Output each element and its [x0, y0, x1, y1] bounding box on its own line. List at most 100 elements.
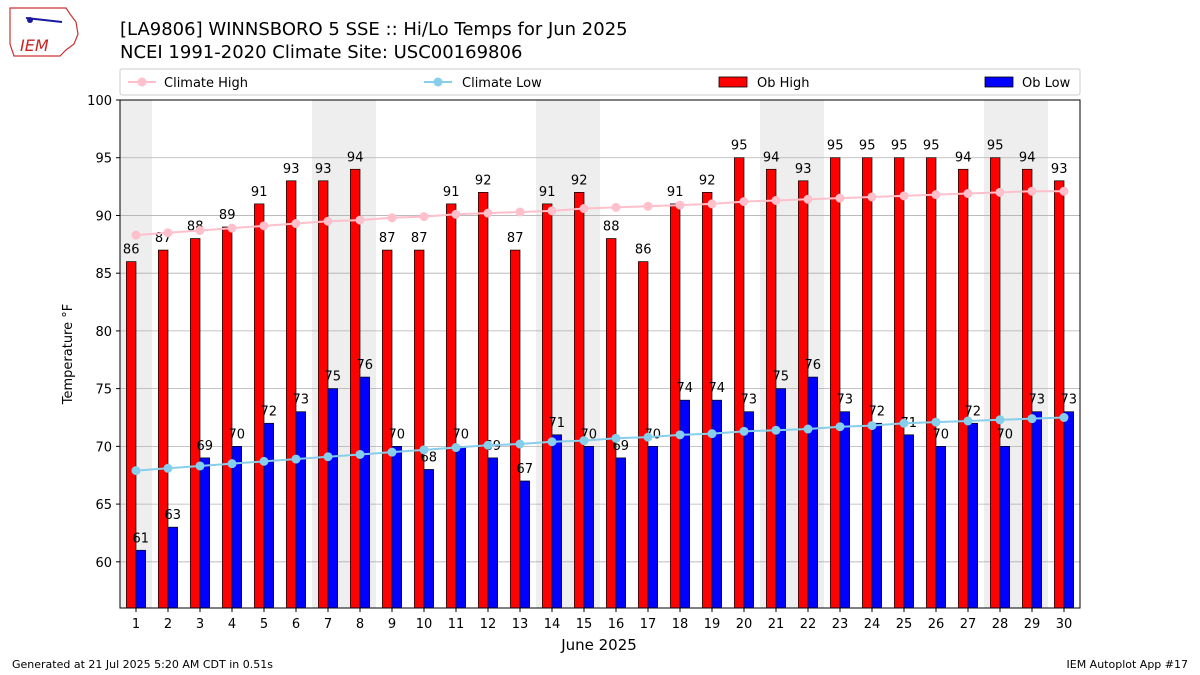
- point-climate-low: [515, 439, 525, 449]
- point-climate-low: [611, 433, 621, 443]
- bar-ob-high: [414, 249, 425, 609]
- point-climate-high: [419, 212, 429, 222]
- point-climate-high: [195, 225, 205, 235]
- x-tick-label: 9: [388, 617, 396, 632]
- point-climate-high: [451, 209, 461, 219]
- data-label-ob-high: 95: [827, 139, 844, 154]
- bar-ob-high: [702, 192, 713, 609]
- x-tick-label: 13: [512, 617, 529, 632]
- legend-climate-low: Climate Low: [424, 76, 542, 91]
- plot-area: 6065707580859095100866118763288693897049…: [87, 94, 1081, 632]
- x-tick-label: 11: [448, 617, 465, 632]
- data-label-ob-low: 72: [965, 404, 982, 419]
- iem-logo: IEM: [9, 7, 79, 57]
- point-climate-low: [451, 443, 461, 453]
- data-label-ob-high: 95: [923, 139, 940, 154]
- bar-ob-low: [551, 434, 562, 609]
- legend-label-ob-high: Ob High: [757, 76, 810, 91]
- point-climate-low: [995, 415, 1005, 425]
- point-climate-high: [611, 202, 621, 212]
- point-climate-high: [899, 191, 909, 201]
- x-tick-label: 19: [704, 617, 721, 632]
- point-climate-low: [835, 422, 845, 432]
- y-tick-label: 75: [95, 383, 112, 398]
- data-label-ob-high: 93: [283, 162, 300, 177]
- point-climate-low: [867, 421, 877, 431]
- point-climate-low: [803, 424, 813, 434]
- bar-ob-low: [743, 411, 754, 609]
- point-climate-high: [227, 223, 237, 233]
- point-climate-high: [1027, 186, 1037, 196]
- point-climate-high: [547, 206, 557, 216]
- point-climate-high: [963, 189, 973, 199]
- point-climate-high: [995, 187, 1005, 197]
- data-label-ob-high: 86: [635, 243, 652, 258]
- x-tick-label: 14: [544, 617, 561, 632]
- point-climate-low: [419, 445, 429, 455]
- x-tick-label: 29: [1024, 617, 1041, 632]
- y-tick-label: 80: [95, 325, 112, 340]
- x-tick-label: 15: [576, 617, 593, 632]
- legend-ob-low: Ob Low: [984, 76, 1071, 91]
- bar-ob-low: [199, 457, 210, 609]
- bar-ob-low: [327, 388, 338, 609]
- legend-label-climate-low: Climate Low: [462, 76, 542, 91]
- data-label-ob-high: 95: [987, 139, 1004, 154]
- bar-ob-high: [510, 249, 521, 609]
- line-climate-high: [135, 190, 1064, 237]
- bar-ob-low: [1031, 411, 1042, 609]
- data-label-ob-high: 87: [379, 231, 396, 246]
- legend-climate-high: Climate High: [128, 76, 248, 91]
- point-climate-low: [931, 417, 941, 427]
- bar-ob-low: [935, 446, 946, 609]
- bar-ob-high: [318, 180, 329, 609]
- x-tick-label: 28: [992, 617, 1009, 632]
- bar-ob-high: [894, 157, 905, 609]
- bar-ob-high: [766, 168, 777, 609]
- x-tick-label: 22: [800, 617, 817, 632]
- x-tick-label: 25: [896, 617, 913, 632]
- x-tick-label: 30: [1056, 617, 1073, 632]
- point-climate-high: [323, 216, 333, 226]
- bar-ob-high: [190, 238, 201, 609]
- bar-ob-high: [958, 168, 969, 609]
- data-label-ob-low: 61: [133, 531, 150, 546]
- bar-ob-high: [542, 203, 553, 609]
- bar-ob-low: [615, 457, 626, 609]
- point-climate-high: [931, 190, 941, 200]
- data-label-ob-high: 94: [763, 150, 780, 165]
- data-label-ob-low: 75: [325, 370, 342, 385]
- bar-ob-low: [359, 376, 370, 609]
- x-tick-label: 1: [132, 617, 140, 632]
- bar-ob-low: [647, 446, 658, 609]
- point-climate-high: [739, 197, 749, 207]
- point-climate-low: [227, 459, 237, 469]
- x-tick-label: 27: [960, 617, 977, 632]
- point-climate-low: [579, 436, 589, 446]
- data-label-ob-high: 94: [955, 150, 972, 165]
- data-label-ob-low: 76: [357, 358, 374, 373]
- bar-ob-high: [830, 157, 841, 609]
- bar-ob-low: [231, 446, 242, 609]
- point-climate-low: [675, 430, 685, 440]
- bar-ob-high: [126, 261, 137, 609]
- x-tick-label: 7: [324, 617, 332, 632]
- bar-ob-low: [999, 446, 1010, 609]
- bar-ob-low: [967, 422, 978, 609]
- data-label-ob-low: 73: [837, 393, 854, 408]
- bar-ob-high: [158, 249, 169, 609]
- data-label-ob-high: 91: [667, 185, 684, 200]
- point-climate-high: [675, 200, 685, 210]
- point-climate-low: [355, 449, 365, 459]
- bar-ob-high: [670, 203, 681, 609]
- x-tick-label: 16: [608, 617, 625, 632]
- data-label-ob-low: 76: [805, 358, 822, 373]
- point-climate-high: [291, 219, 301, 229]
- y-tick-label: 65: [95, 498, 112, 513]
- x-tick-label: 2: [164, 617, 172, 632]
- data-label-ob-high: 94: [347, 150, 364, 165]
- bar-ob-low: [839, 411, 850, 609]
- bar-ob-low: [583, 446, 594, 609]
- bar-ob-high: [990, 157, 1001, 609]
